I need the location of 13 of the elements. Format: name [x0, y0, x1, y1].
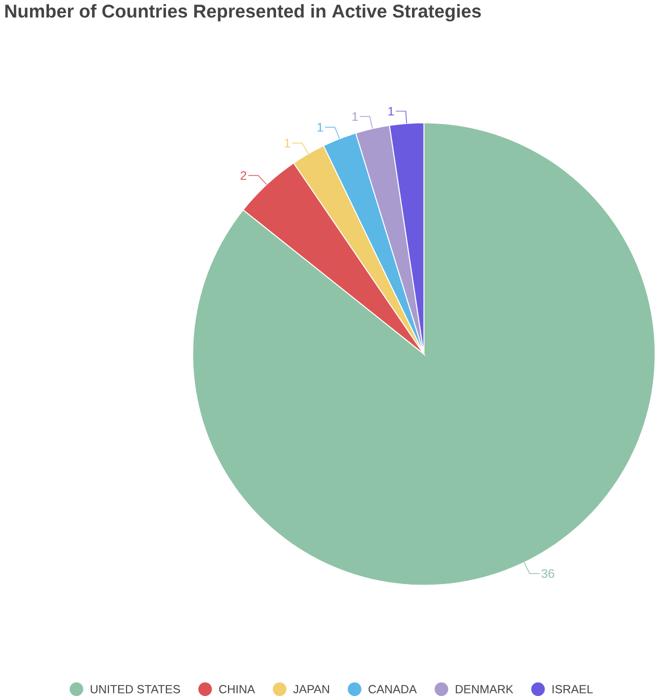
data-label: 36 [542, 569, 554, 578]
data-label: 1 [285, 138, 290, 148]
legend-label: DENMARK [456, 685, 514, 694]
legend-label: UNITED STATES [90, 685, 180, 694]
legend-label: JAPAN [293, 685, 330, 694]
data-label: 1 [352, 112, 358, 121]
legend-label: ISRAEL [552, 685, 593, 694]
data-label: 1 [388, 106, 394, 116]
data-label: 2 [240, 171, 246, 180]
data-label: 1 [318, 123, 324, 132]
legend-label: CANADA [368, 685, 417, 694]
chart-title: Number of Countries Represented in Active Strategies [6, 4, 481, 22]
legend-label: CHINA [219, 685, 256, 694]
